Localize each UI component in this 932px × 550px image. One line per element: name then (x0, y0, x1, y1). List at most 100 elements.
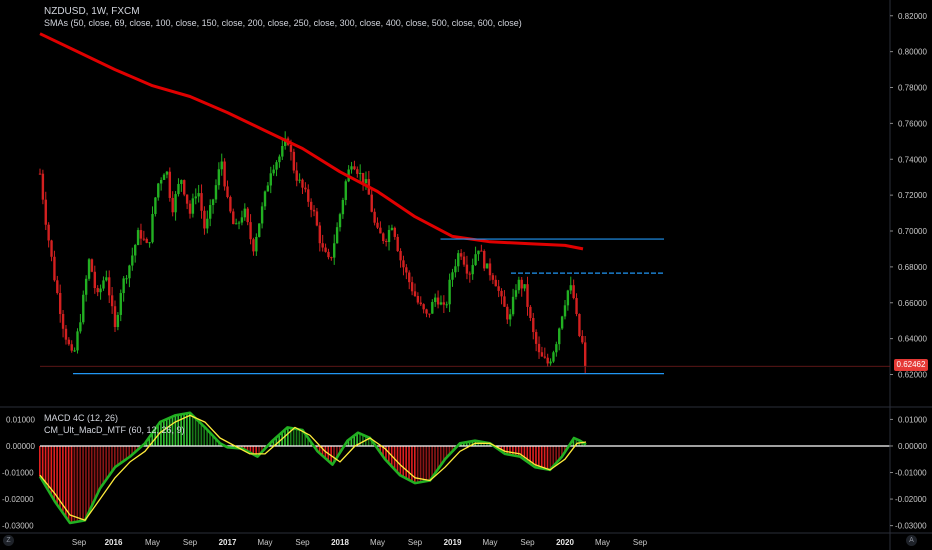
candle-body (445, 304, 448, 306)
macd-histogram-bar (408, 445, 410, 481)
candle-body (344, 181, 347, 200)
candle-body (350, 166, 353, 170)
time-tick-label: May (257, 538, 272, 547)
sma-line (39, 32, 584, 251)
macd-histogram-bar (197, 421, 200, 446)
candle-body (125, 278, 128, 280)
candle-body (483, 250, 486, 269)
candle-body (255, 236, 258, 252)
macd-histogram-bar (151, 432, 154, 446)
auto-scale-button[interactable]: A (906, 535, 917, 546)
macd-histogram-bar (540, 445, 543, 469)
macd-histogram-bar (47, 445, 50, 492)
macd-histogram-bar (445, 445, 448, 458)
candle-body (526, 284, 529, 307)
candle-body (575, 298, 578, 314)
macd-histogram-bar (367, 437, 370, 446)
candle-body (159, 179, 163, 184)
last-price-badge: 0.62462 (894, 359, 928, 371)
macd-histogram-bar (460, 443, 462, 446)
macd-histogram-bar (304, 434, 306, 446)
time-tick-label: May (482, 538, 497, 547)
macd-tick-label: -0.02000 (895, 495, 927, 504)
macd-histogram-bar (128, 445, 131, 457)
candle-body (61, 314, 65, 329)
macd-histogram-bar (307, 438, 309, 446)
candle-body (376, 222, 379, 228)
candle-body (56, 280, 59, 294)
candle-body (338, 214, 342, 228)
macd-histogram-bar (70, 445, 73, 523)
macd-histogram-bar (379, 445, 381, 453)
candle-body (79, 322, 82, 332)
candle-body (38, 173, 42, 175)
macd-histogram-bar (165, 419, 168, 446)
macd-histogram-bar (73, 445, 76, 523)
candle-body (451, 272, 454, 280)
macd-histogram-bar (350, 437, 353, 446)
candle-body (520, 279, 523, 289)
candle-body (309, 201, 313, 210)
candle-body (157, 183, 160, 198)
macd-histogram-bar (425, 445, 428, 482)
candle-body (379, 227, 382, 234)
macd-histogram-bar (431, 445, 433, 478)
macd-histogram-bar (321, 445, 324, 456)
timezone-button[interactable]: Z (3, 535, 14, 546)
candle-body (217, 169, 221, 186)
macd-histogram-bar (96, 445, 99, 494)
candle-body (318, 225, 322, 244)
candle-body (260, 206, 264, 224)
candle-body (197, 193, 200, 197)
candle-body (53, 256, 56, 281)
candle-body (232, 211, 235, 225)
macd-histogram-bar (298, 429, 301, 446)
macd-histogram-bar (214, 439, 217, 446)
candle-body (558, 328, 561, 345)
candle-body (410, 282, 414, 292)
time-tick-label: May (145, 538, 160, 547)
candle-body (422, 304, 425, 310)
candle-body (330, 257, 333, 259)
candle-body (183, 180, 186, 195)
macd-histogram-bar (555, 445, 557, 463)
candle-body (275, 162, 278, 170)
macd-histogram-bar (85, 445, 87, 518)
macd-histogram-bar (451, 445, 454, 452)
candle-body (292, 151, 296, 171)
candle-body (208, 205, 212, 219)
candle-body (133, 245, 137, 256)
candle-body (390, 227, 394, 230)
macd-histogram-bar (160, 421, 162, 446)
macd-histogram-bar (258, 445, 260, 455)
candle-body (471, 265, 474, 275)
macd-histogram-bar (50, 445, 53, 496)
candle-body (537, 343, 541, 353)
macd-tick-label: 0.00000 (898, 442, 927, 451)
macd-tick-label: 0.01000 (898, 415, 927, 424)
candle-body (116, 314, 120, 328)
candle-body (119, 293, 122, 315)
candle-body (301, 179, 304, 188)
candle-body (220, 161, 223, 170)
candle-body (508, 314, 512, 320)
macd-histogram-bar (523, 445, 526, 460)
macd-histogram-bar (353, 435, 356, 446)
candle-body (563, 305, 567, 317)
macd-histogram-bar (292, 428, 295, 446)
candle-body (399, 251, 402, 261)
price-tick-label: 0.62000 (898, 371, 927, 380)
candle-body (249, 222, 252, 240)
macd-histogram-bar (278, 434, 281, 446)
macd-histogram-bar (549, 445, 552, 470)
macd-histogram-bar (105, 445, 107, 480)
macd-histogram-bar (59, 445, 61, 510)
candle-body (128, 265, 131, 279)
macd-histogram-bar (532, 445, 534, 466)
candle-body (315, 211, 319, 226)
macd-histogram-bar (428, 445, 431, 481)
macd-histogram-bar (255, 445, 257, 456)
macd-histogram-bar (517, 445, 520, 457)
candle-body (578, 313, 581, 337)
